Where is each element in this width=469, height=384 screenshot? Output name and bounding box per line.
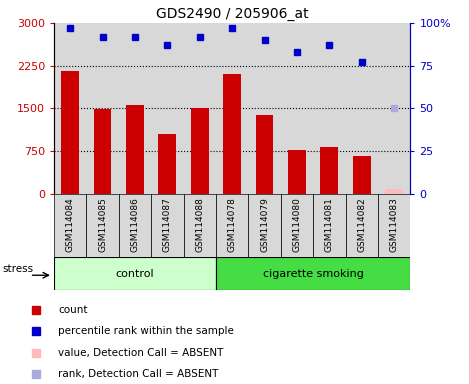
Bar	[183, 194, 216, 257]
Bar	[216, 194, 249, 257]
Bar	[86, 194, 119, 257]
Bar	[346, 23, 378, 194]
Bar	[86, 23, 119, 194]
Bar	[119, 23, 151, 194]
Text: stress: stress	[3, 264, 34, 274]
Bar	[183, 23, 216, 194]
Bar	[320, 147, 338, 194]
Text: percentile rank within the sample: percentile rank within the sample	[58, 326, 234, 336]
Bar	[54, 257, 216, 290]
Bar	[385, 189, 403, 194]
Text: rank, Detection Call = ABSENT: rank, Detection Call = ABSENT	[58, 369, 219, 379]
Bar	[191, 109, 209, 194]
Bar	[281, 23, 313, 194]
Bar	[249, 194, 281, 257]
Bar	[353, 156, 371, 194]
Bar	[223, 74, 241, 194]
Bar	[288, 150, 306, 194]
Text: GSM114088: GSM114088	[195, 197, 204, 252]
Bar	[313, 194, 346, 257]
Text: control: control	[116, 268, 154, 279]
Bar	[216, 23, 249, 194]
Bar	[54, 194, 86, 257]
Bar	[249, 23, 281, 194]
Bar	[151, 194, 183, 257]
Bar	[54, 23, 86, 194]
Text: GSM114085: GSM114085	[98, 197, 107, 252]
Bar	[61, 71, 79, 194]
Bar	[313, 23, 346, 194]
Bar	[378, 194, 410, 257]
Text: GSM114080: GSM114080	[293, 197, 302, 252]
Text: GSM114086: GSM114086	[130, 197, 139, 252]
Text: GSM114081: GSM114081	[325, 197, 334, 252]
Text: GSM114087: GSM114087	[163, 197, 172, 252]
Text: cigarette smoking: cigarette smoking	[263, 268, 363, 279]
Text: GSM114084: GSM114084	[66, 197, 75, 252]
Bar	[256, 115, 273, 194]
Text: count: count	[58, 305, 87, 315]
Bar	[151, 23, 183, 194]
Bar	[94, 109, 112, 194]
Title: GDS2490 / 205906_at: GDS2490 / 205906_at	[156, 7, 309, 21]
Bar	[126, 105, 144, 194]
Text: GSM114079: GSM114079	[260, 197, 269, 252]
Bar	[346, 194, 378, 257]
Bar	[159, 134, 176, 194]
Bar	[216, 257, 410, 290]
Text: GSM114078: GSM114078	[227, 197, 237, 252]
Text: value, Detection Call = ABSENT: value, Detection Call = ABSENT	[58, 348, 223, 358]
Text: GSM114083: GSM114083	[390, 197, 399, 252]
Bar	[119, 194, 151, 257]
Bar	[281, 194, 313, 257]
Bar	[378, 23, 410, 194]
Text: GSM114082: GSM114082	[357, 197, 366, 252]
